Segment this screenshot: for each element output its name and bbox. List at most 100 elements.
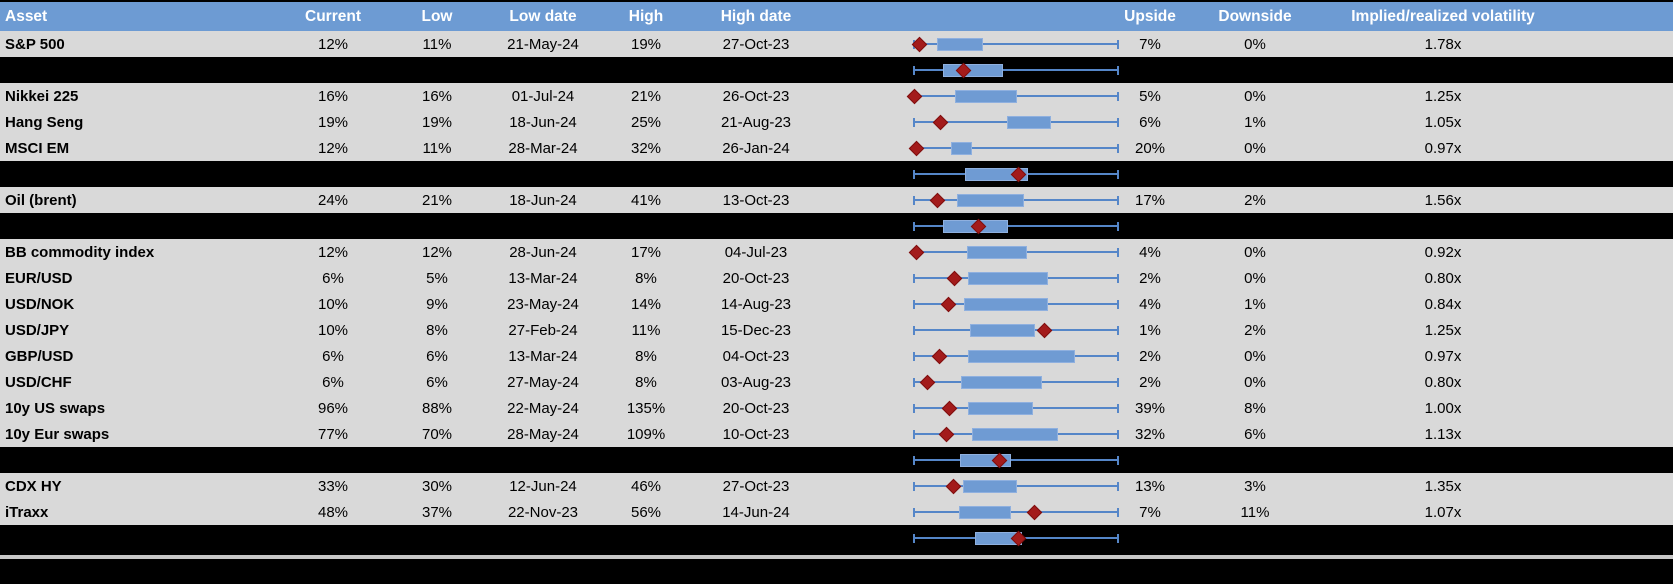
cell-low-date[interactable]: 01-Jul-24	[511, 87, 575, 105]
cell-downside[interactable]: 2%	[1244, 191, 1266, 209]
cell-upside[interactable]: 6%	[1139, 113, 1161, 131]
cell-current[interactable]: 48%	[317, 503, 349, 521]
cell-implied-realized[interactable]: 1.56x	[1424, 191, 1462, 209]
cell-current[interactable]: 77%	[317, 425, 349, 443]
cell-high-date[interactable]: 27-Oct-23	[722, 35, 790, 53]
cell-current[interactable]: 10%	[317, 295, 349, 313]
cell-low-date[interactable]: 18-Jun-24	[509, 191, 577, 209]
cell-high-date[interactable]: 10-Oct-23	[722, 425, 790, 443]
cell-low-date[interactable]: 22-Nov-23	[507, 503, 579, 521]
cell-downside[interactable]: 3%	[1244, 477, 1266, 495]
cell-current[interactable]: 12%	[317, 139, 349, 157]
cell-current[interactable]: 12%	[317, 243, 349, 261]
cell-downside[interactable]: 0%	[1244, 269, 1266, 287]
cell-upside[interactable]: 32%	[1134, 425, 1166, 443]
cell-low[interactable]: 11%	[422, 139, 452, 157]
cell-downside[interactable]: 0%	[1244, 347, 1266, 365]
cell-implied-realized[interactable]: 0.80x	[1424, 373, 1462, 391]
cell-low-date[interactable]: 21-May-24	[507, 35, 579, 53]
cell-low[interactable]: 88%	[421, 399, 453, 417]
column-header-low[interactable]: Low	[421, 7, 453, 25]
column-header-upside[interactable]: Upside	[1124, 7, 1176, 25]
cell-upside[interactable]: 17%	[1134, 191, 1166, 209]
cell-asset[interactable]: Oil (brent)	[5, 191, 77, 209]
cell-low-date[interactable]: 13-Mar-24	[508, 269, 578, 287]
cell-asset[interactable]: USD/NOK	[5, 295, 75, 313]
cell-implied-realized[interactable]: 1.00x	[1424, 399, 1462, 417]
column-header-asset[interactable]: Asset	[5, 7, 48, 25]
column-header-low-date[interactable]: Low date	[509, 7, 577, 25]
cell-low-date[interactable]: 12-Jun-24	[509, 477, 577, 495]
cell-asset[interactable]: 10y Eur swaps	[5, 425, 110, 443]
cell-implied-realized[interactable]: 0.84x	[1424, 295, 1462, 313]
cell-asset[interactable]: BB commodity index	[5, 243, 155, 261]
cell-current[interactable]: 6%	[322, 269, 344, 287]
cell-high-date[interactable]: 04-Jul-23	[724, 243, 788, 261]
cell-low[interactable]: 11%	[422, 35, 452, 53]
cell-upside[interactable]: 4%	[1139, 243, 1161, 261]
cell-downside[interactable]: 0%	[1244, 87, 1266, 105]
cell-low[interactable]: 6%	[426, 373, 448, 391]
cell-low-date[interactable]: 27-Feb-24	[508, 321, 578, 339]
cell-high[interactable]: 11%	[631, 321, 661, 339]
cell-high[interactable]: 41%	[630, 191, 662, 209]
cell-high[interactable]: 21%	[630, 87, 662, 105]
cell-downside[interactable]: 1%	[1244, 295, 1266, 313]
cell-upside[interactable]: 7%	[1139, 503, 1161, 521]
cell-downside[interactable]: 11%	[1240, 503, 1270, 521]
cell-high[interactable]: 8%	[635, 373, 657, 391]
cell-high-date[interactable]: 04-Oct-23	[722, 347, 790, 365]
cell-high[interactable]: 17%	[630, 243, 662, 261]
cell-low[interactable]: 21%	[421, 191, 453, 209]
cell-upside[interactable]: 39%	[1134, 399, 1166, 417]
cell-high-date[interactable]: 20-Oct-23	[722, 399, 790, 417]
cell-current[interactable]: 10%	[317, 321, 349, 339]
cell-asset[interactable]: iTraxx	[5, 503, 49, 521]
cell-high[interactable]: 14%	[630, 295, 662, 313]
cell-implied-realized[interactable]: 1.05x	[1424, 113, 1462, 131]
cell-low[interactable]: 9%	[426, 295, 448, 313]
cell-low-date[interactable]: 22-May-24	[507, 399, 579, 417]
cell-downside[interactable]: 0%	[1244, 243, 1266, 261]
cell-asset[interactable]: CDX HY	[5, 477, 62, 495]
column-header-current[interactable]: Current	[305, 7, 361, 25]
cell-current[interactable]: 96%	[317, 399, 349, 417]
cell-high[interactable]: 19%	[630, 35, 662, 53]
cell-upside[interactable]: 7%	[1139, 35, 1161, 53]
cell-low[interactable]: 8%	[426, 321, 448, 339]
cell-high-date[interactable]: 03-Aug-23	[720, 373, 792, 391]
cell-low-date[interactable]: 13-Mar-24	[508, 347, 578, 365]
cell-high-date[interactable]: 21-Aug-23	[720, 113, 792, 131]
cell-downside[interactable]: 1%	[1244, 113, 1266, 131]
cell-downside[interactable]: 6%	[1244, 425, 1266, 443]
cell-implied-realized[interactable]: 1.13x	[1424, 425, 1462, 443]
cell-asset[interactable]: EUR/USD	[5, 269, 73, 287]
column-header-downside[interactable]: Downside	[1218, 7, 1292, 25]
cell-asset[interactable]: Nikkei 225	[5, 87, 79, 105]
cell-downside[interactable]: 0%	[1244, 139, 1266, 157]
column-header-high[interactable]: High	[628, 7, 664, 25]
cell-asset[interactable]: GBP/USD	[5, 347, 74, 365]
cell-upside[interactable]: 4%	[1139, 295, 1161, 313]
cell-low[interactable]: 37%	[421, 503, 453, 521]
cell-implied-realized[interactable]: 0.92x	[1424, 243, 1462, 261]
cell-low[interactable]: 30%	[421, 477, 453, 495]
cell-low-date[interactable]: 28-Jun-24	[509, 243, 577, 261]
cell-high-date[interactable]: 15-Dec-23	[720, 321, 792, 339]
cell-current[interactable]: 19%	[317, 113, 349, 131]
cell-high[interactable]: 8%	[635, 347, 657, 365]
cell-upside[interactable]: 5%	[1139, 87, 1161, 105]
cell-high-date[interactable]: 14-Jun-24	[722, 503, 790, 521]
cell-current[interactable]: 24%	[317, 191, 349, 209]
cell-high[interactable]: 25%	[630, 113, 662, 131]
cell-high[interactable]: 46%	[630, 477, 662, 495]
cell-upside[interactable]: 2%	[1139, 347, 1161, 365]
cell-downside[interactable]: 2%	[1244, 321, 1266, 339]
cell-current[interactable]: 12%	[317, 35, 349, 53]
cell-low[interactable]: 5%	[426, 269, 448, 287]
cell-high-date[interactable]: 13-Oct-23	[722, 191, 790, 209]
cell-high[interactable]: 135%	[626, 399, 666, 417]
cell-implied-realized[interactable]: 1.78x	[1424, 35, 1462, 53]
cell-downside[interactable]: 0%	[1244, 35, 1266, 53]
cell-implied-realized[interactable]: 0.97x	[1424, 347, 1462, 365]
